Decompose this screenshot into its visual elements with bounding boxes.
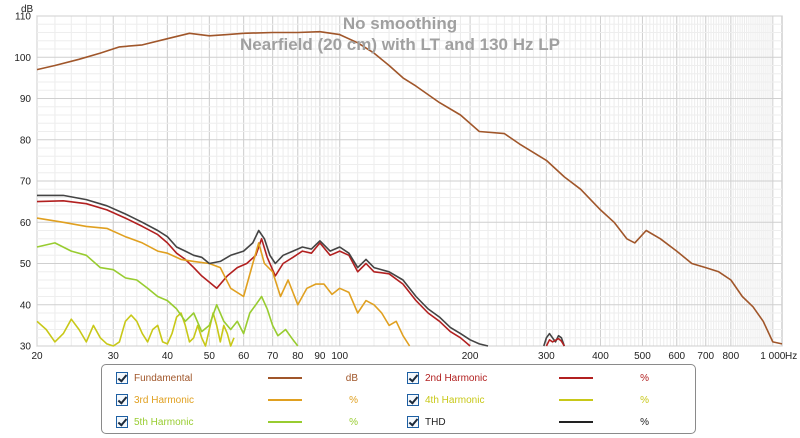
- series-line-2nd-high: [545, 337, 565, 347]
- legend-label: THD: [425, 416, 446, 428]
- y-tick-labels: 30 40 50 60 70 80 90 100 110: [14, 12, 31, 353]
- legend-unit: %: [640, 416, 649, 428]
- series-line-5th-harmonic: [36, 242, 299, 347]
- series-line-fundamental: [36, 30, 783, 345]
- legend-unit: %: [640, 394, 649, 406]
- legend-label: Fundamental: [134, 372, 193, 384]
- x-tick-label: 300: [538, 351, 555, 362]
- legend-swatch: [559, 377, 593, 379]
- x-tick-label: 80: [292, 351, 304, 362]
- legend-swatch: [559, 399, 593, 401]
- x-tick-label: 20: [31, 351, 43, 362]
- x-tick-label: 90: [314, 351, 326, 362]
- legend-label: 2nd Harmonic: [425, 372, 488, 384]
- legend-swatch: [268, 377, 302, 379]
- x-tick-label: 70: [267, 351, 279, 362]
- series-lines: [36, 30, 783, 347]
- chart: 20 30 40 50 60 70 80 90 100 200 300 400 500 600 700 800…: [14, 4, 797, 362]
- legend-checkbox[interactable]: [116, 416, 128, 428]
- series-line-2nd-harmonic: [36, 200, 471, 347]
- x-tick-label: 30: [108, 351, 120, 362]
- x-tick-labels: 20 30 40 50 60 70 80 90 100 200 300 400 500 600 700 800…: [31, 351, 785, 362]
- series-line-3rd-harmonic: [36, 217, 411, 347]
- legend-checkbox[interactable]: [407, 394, 419, 406]
- x-tick-label: 400: [592, 351, 609, 362]
- legend-unit: %: [349, 416, 358, 428]
- y-tick-label: 50: [20, 259, 32, 270]
- legend-label: 5th Harmonic: [134, 416, 194, 428]
- x-axis-label: Hz: [785, 351, 797, 362]
- legend-swatch: [268, 421, 302, 423]
- y-tick-label: 40: [20, 300, 32, 311]
- y-tick-label: 70: [20, 177, 32, 188]
- legend-unit: %: [349, 394, 358, 406]
- x-tick-label: 200: [462, 351, 479, 362]
- y-tick-label: 110: [15, 12, 31, 23]
- legend-item-3rd-harmonic[interactable]: 3rd Harmonic%: [106, 390, 398, 410]
- y-tick-label: 80: [20, 135, 32, 146]
- series-line-thd: [37, 194, 489, 347]
- x-tick-label: 600: [668, 351, 685, 362]
- legend-checkbox[interactable]: [407, 372, 419, 384]
- legend-unit: %: [640, 372, 649, 384]
- legend-checkbox[interactable]: [407, 416, 419, 428]
- chart-title: No smoothing: [343, 14, 457, 33]
- series-line-thd-high: [543, 332, 566, 347]
- y-tick-label: 30: [20, 342, 32, 353]
- y-tick-label: 60: [20, 218, 32, 229]
- x-tick-label: 40: [162, 351, 174, 362]
- y-tick-label: 90: [20, 94, 32, 105]
- x-tick-label: 60: [238, 351, 250, 362]
- legend-swatch: [559, 421, 593, 423]
- legend-label: 3rd Harmonic: [134, 394, 195, 406]
- grid: [36, 15, 782, 347]
- chart-subtitle: Nearfield (20 cm) with LT and 130 Hz LP: [240, 35, 560, 54]
- x-tick-label: 800: [723, 351, 740, 362]
- legend-item-5th-harmonic[interactable]: 5th Harmonic%: [106, 412, 398, 432]
- legend-label: 4th Harmonic: [425, 394, 485, 406]
- legend-swatch: [268, 399, 302, 401]
- x-tick-label: 50: [204, 351, 216, 362]
- x-tick-label: 500: [634, 351, 651, 362]
- legend-unit: dB: [345, 372, 358, 384]
- y-axis-label: dB: [21, 4, 34, 15]
- legend-item-thd[interactable]: THD%: [397, 412, 689, 432]
- y-tick-label: 100: [14, 53, 31, 64]
- legend: Fundamental dB 2nd Harmonic% 3rd Harmonic% 4…: [101, 364, 696, 434]
- legend-checkbox[interactable]: [116, 372, 128, 384]
- x-tick-label: 700: [697, 351, 714, 362]
- x-tick-label: 100: [331, 351, 348, 362]
- legend-item-4th-harmonic[interactable]: 4th Harmonic%: [397, 390, 689, 410]
- legend-item-fundamental[interactable]: Fundamental dB: [106, 368, 398, 388]
- legend-item-2nd-harmonic[interactable]: 2nd Harmonic%: [397, 368, 689, 388]
- legend-checkbox[interactable]: [116, 394, 128, 406]
- x-tick-label: 1 000: [760, 351, 785, 362]
